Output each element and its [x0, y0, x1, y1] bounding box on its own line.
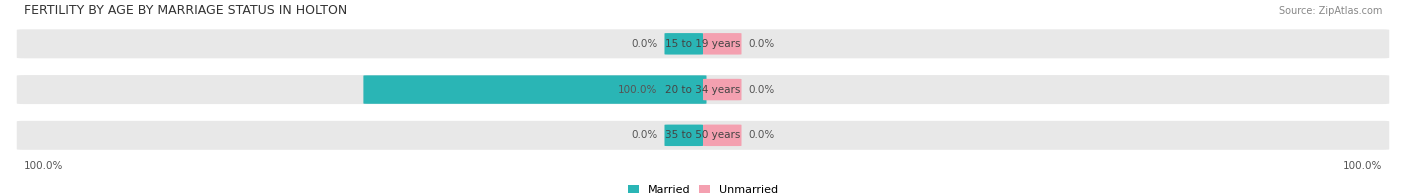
FancyBboxPatch shape — [665, 125, 703, 146]
Legend: Married, Unmarried: Married, Unmarried — [627, 185, 779, 195]
Text: 100.0%: 100.0% — [1343, 161, 1382, 171]
FancyBboxPatch shape — [703, 79, 741, 100]
Text: 100.0%: 100.0% — [24, 161, 63, 171]
Text: 0.0%: 0.0% — [631, 130, 658, 140]
Text: 0.0%: 0.0% — [748, 39, 775, 49]
Text: FERTILITY BY AGE BY MARRIAGE STATUS IN HOLTON: FERTILITY BY AGE BY MARRIAGE STATUS IN H… — [24, 4, 347, 17]
Text: 20 to 34 years: 20 to 34 years — [665, 84, 741, 95]
Text: 15 to 19 years: 15 to 19 years — [665, 39, 741, 49]
FancyBboxPatch shape — [17, 75, 1389, 104]
FancyBboxPatch shape — [665, 33, 703, 54]
FancyBboxPatch shape — [703, 125, 741, 146]
Text: 0.0%: 0.0% — [748, 130, 775, 140]
Text: 0.0%: 0.0% — [631, 39, 658, 49]
Text: 35 to 50 years: 35 to 50 years — [665, 130, 741, 140]
FancyBboxPatch shape — [363, 75, 706, 104]
FancyBboxPatch shape — [17, 29, 1389, 58]
FancyBboxPatch shape — [703, 33, 741, 54]
Text: 0.0%: 0.0% — [748, 84, 775, 95]
Text: 100.0%: 100.0% — [619, 84, 658, 95]
FancyBboxPatch shape — [665, 79, 703, 100]
Text: Source: ZipAtlas.com: Source: ZipAtlas.com — [1279, 6, 1382, 16]
FancyBboxPatch shape — [17, 121, 1389, 150]
